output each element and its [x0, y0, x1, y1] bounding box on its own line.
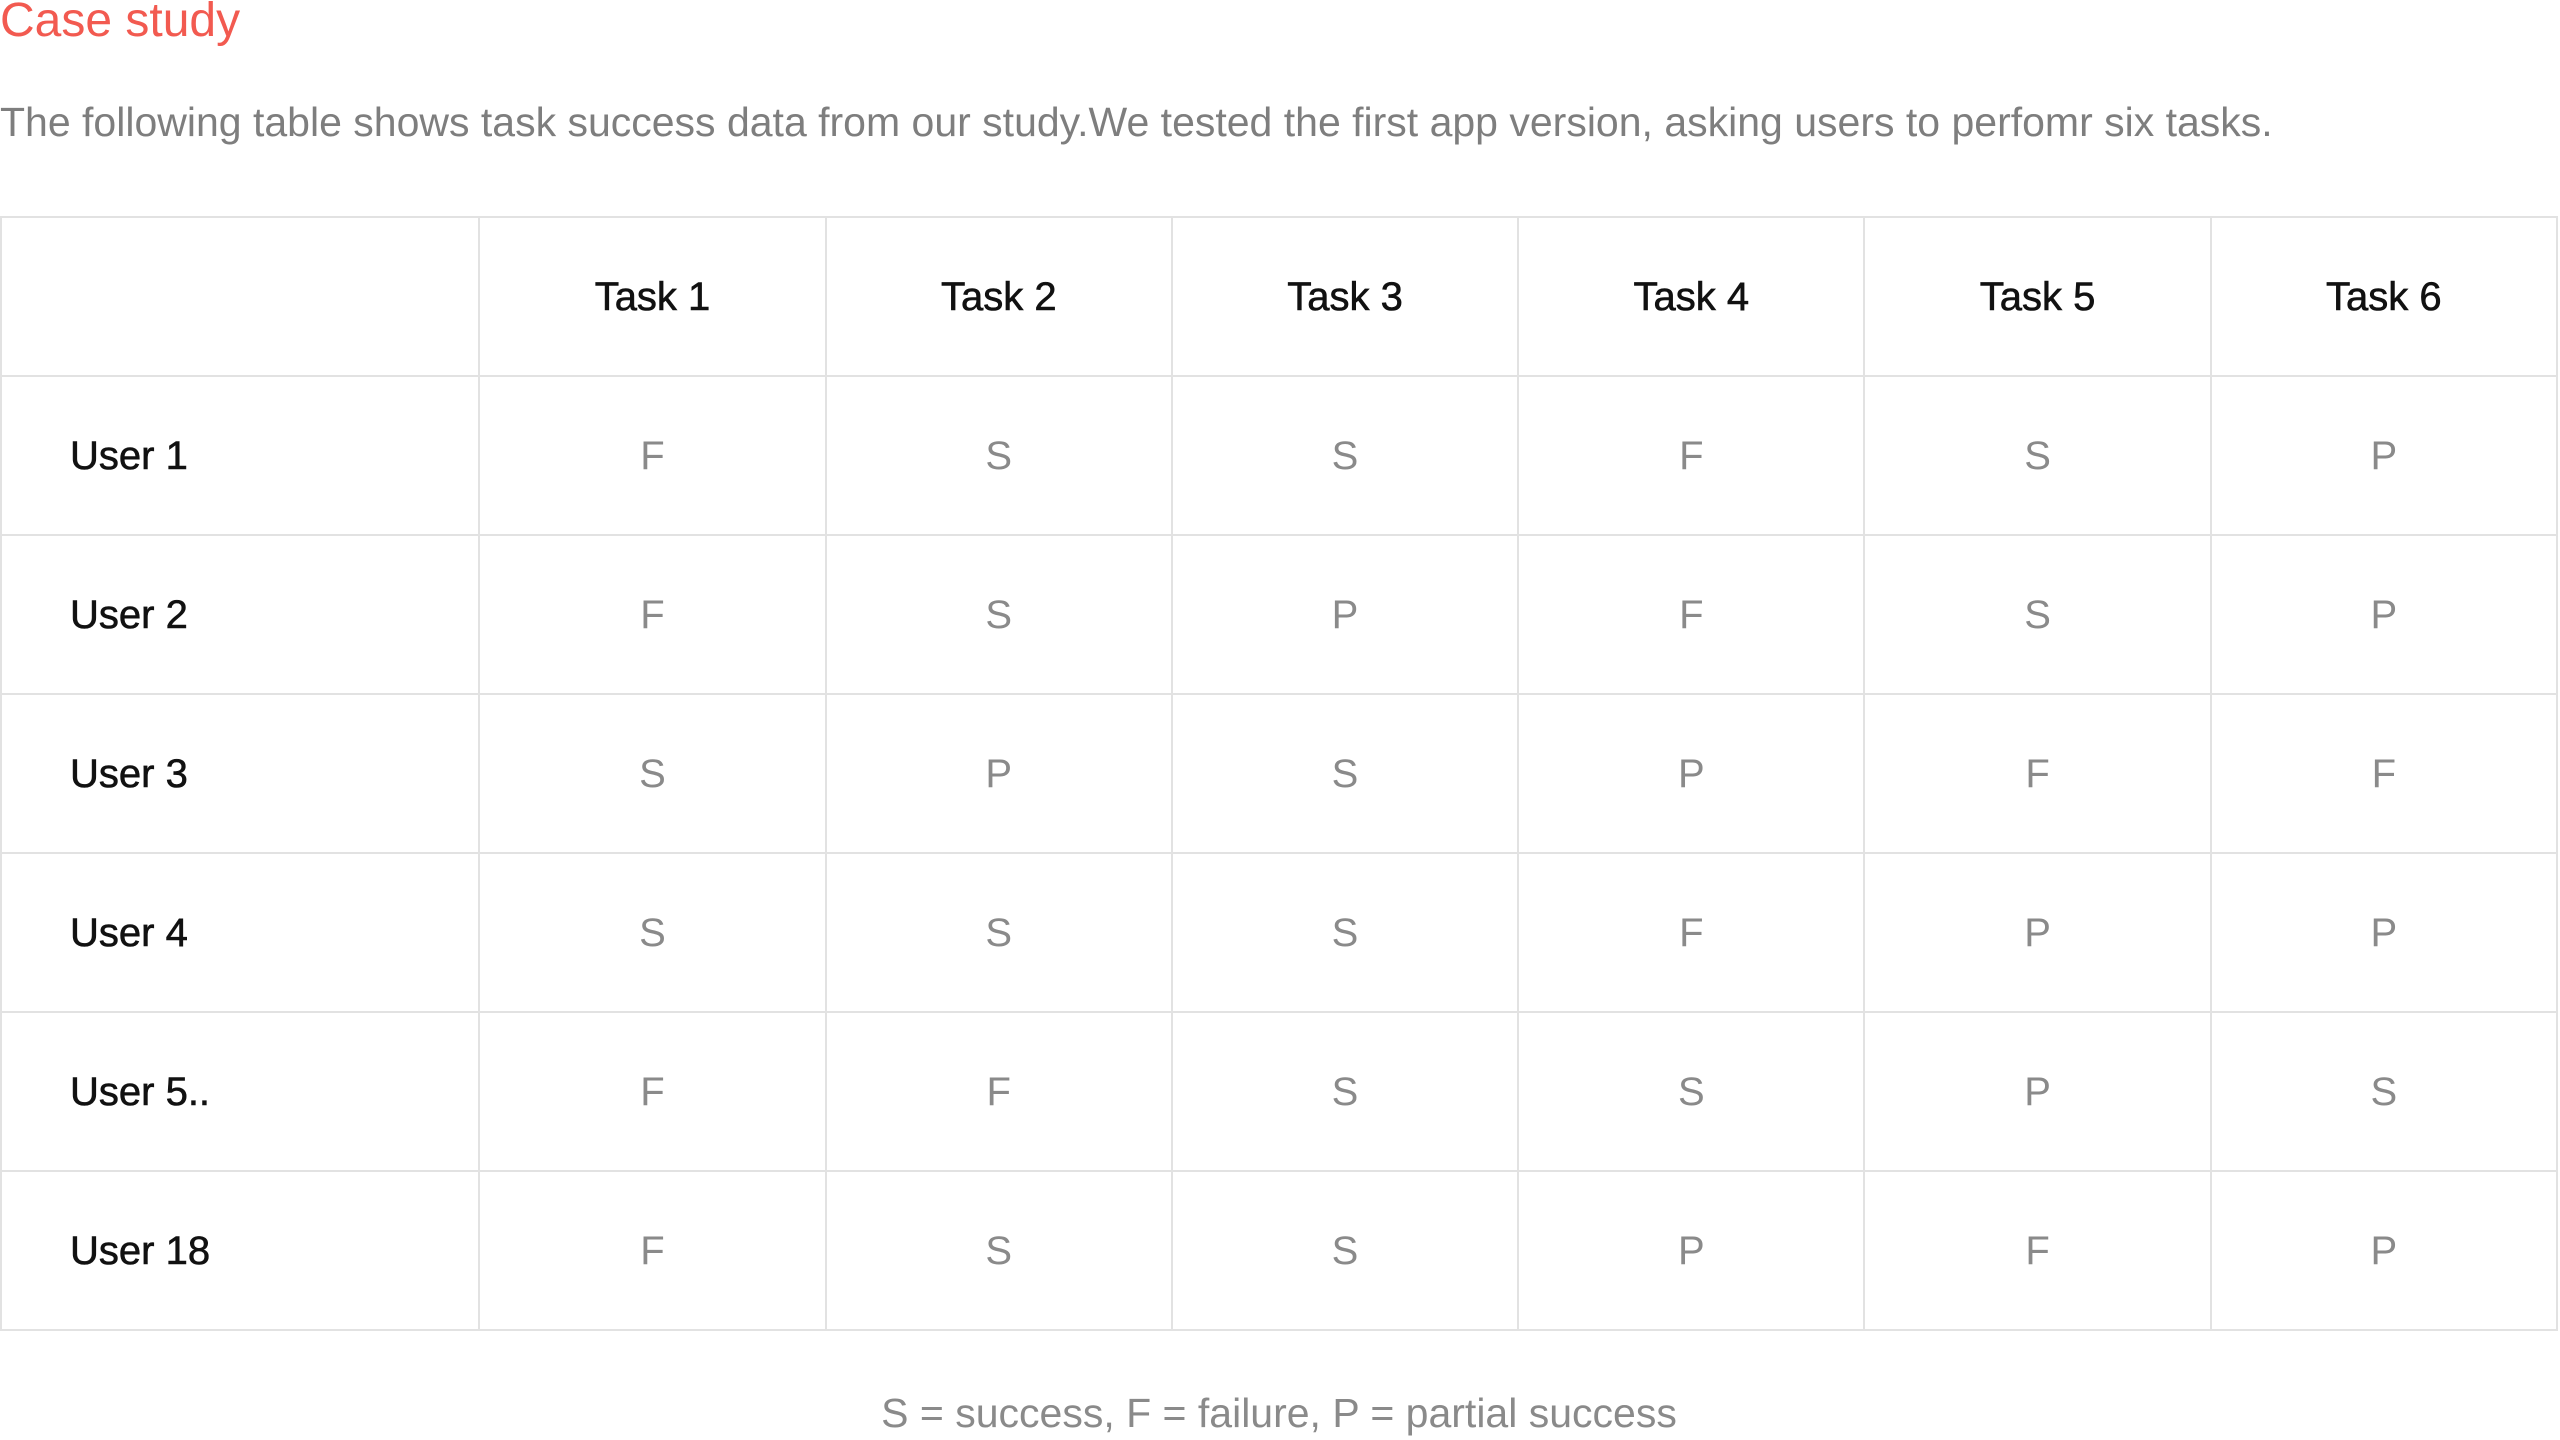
- result-cell: P: [824, 693, 1173, 854]
- result-cell: P: [2209, 852, 2559, 1013]
- result-cell: S: [1170, 693, 1520, 854]
- result-cell: F: [478, 1170, 827, 1331]
- result-cell: S: [824, 534, 1173, 695]
- result-cell: S: [1863, 534, 2212, 695]
- result-cell: F: [1863, 693, 2212, 854]
- result-cell: S: [478, 852, 827, 1013]
- table-legend: S = success, F = failure, P = partial su…: [881, 1390, 1677, 1436]
- result-cell: F: [478, 375, 827, 536]
- result-cell: S: [1517, 1011, 1866, 1172]
- result-cell: F: [478, 534, 827, 695]
- row-header-user: User 3: [0, 693, 481, 854]
- task-success-table: Task 1 Task 2 Task 3 Task 4 Task 5 Task …: [0, 216, 2559, 1331]
- result-cell: S: [824, 852, 1173, 1013]
- row-header-user: User 2: [0, 534, 481, 695]
- row-header-user: User 5..: [0, 1011, 481, 1172]
- result-cell: F: [1517, 375, 1866, 536]
- result-cell: P: [1517, 1170, 1866, 1331]
- row-header-user: User 18: [0, 1170, 481, 1331]
- column-header-task-1: Task 1: [478, 216, 827, 377]
- result-cell: P: [2209, 534, 2559, 695]
- result-cell: S: [1170, 852, 1520, 1013]
- result-cell: S: [1863, 375, 2212, 536]
- column-header-task-6: Task 6: [2209, 216, 2559, 377]
- table-row: User 1 F S S F S P: [0, 375, 2559, 536]
- result-cell: F: [1863, 1170, 2212, 1331]
- table-row: User 5.. F F S S P S: [0, 1011, 2559, 1172]
- column-header-task-3: Task 3: [1170, 216, 1520, 377]
- column-header-task-4: Task 4: [1517, 216, 1866, 377]
- result-cell: F: [824, 1011, 1173, 1172]
- table-header-row: Task 1 Task 2 Task 3 Task 4 Task 5 Task …: [0, 216, 2559, 377]
- page-title: Case study: [0, 0, 241, 47]
- corner-header-cell: [0, 216, 481, 377]
- result-cell: F: [1517, 852, 1866, 1013]
- table-row: User 18 F S S P F P: [0, 1170, 2559, 1331]
- result-cell: F: [1517, 534, 1866, 695]
- result-cell: S: [1170, 375, 1520, 536]
- row-header-user: User 4: [0, 852, 481, 1013]
- row-header-user: User 1: [0, 375, 481, 536]
- result-cell: P: [1863, 852, 2212, 1013]
- result-cell: F: [2209, 693, 2559, 854]
- column-header-task-2: Task 2: [824, 216, 1173, 377]
- result-cell: S: [824, 375, 1173, 536]
- result-cell: S: [1170, 1170, 1520, 1331]
- result-cell: S: [2209, 1011, 2559, 1172]
- result-cell: S: [824, 1170, 1173, 1331]
- result-cell: P: [1517, 693, 1866, 854]
- result-cell: S: [1170, 1011, 1520, 1172]
- table-row: User 4 S S S F P P: [0, 852, 2559, 1013]
- result-cell: P: [2209, 375, 2559, 536]
- result-cell: S: [478, 693, 827, 854]
- column-header-task-5: Task 5: [1863, 216, 2212, 377]
- result-cell: P: [2209, 1170, 2559, 1331]
- result-cell: P: [1863, 1011, 2212, 1172]
- result-cell: F: [478, 1011, 827, 1172]
- intro-paragraph: The following table shows task success d…: [0, 99, 2273, 145]
- result-cell: P: [1170, 534, 1520, 695]
- table-row: User 2 F S P F S P: [0, 534, 2559, 695]
- table-row: User 3 S P S P F F: [0, 693, 2559, 854]
